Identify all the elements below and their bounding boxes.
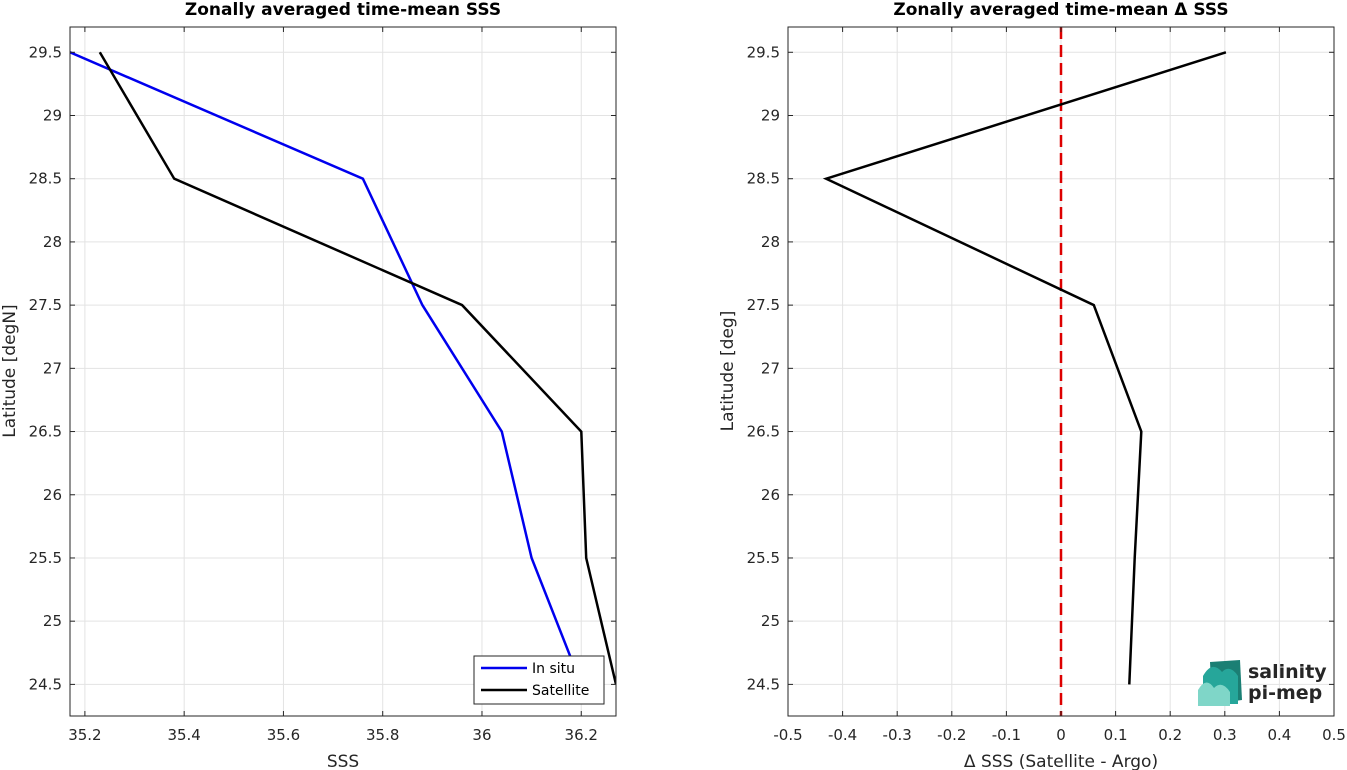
left-y-tick-label: 25.5 (29, 549, 62, 567)
right-y-axis-label: Latitude [deg] (718, 311, 738, 432)
left-y-tick-label: 28 (43, 233, 62, 251)
left-x-tick-label: 35.6 (267, 726, 300, 744)
left-y-tick-label: 24.5 (29, 675, 62, 693)
left-series-line-satellite (98, 51, 616, 685)
right-y-tick-label: 27 (761, 359, 780, 377)
left-x-tick-label: 36 (472, 726, 491, 744)
right-x-tick-label: -0.4 (828, 726, 857, 744)
left-y-tick-label: 26.5 (29, 423, 62, 441)
logo-text-salinity: salinity (1248, 661, 1327, 683)
right-x-tick-label: 0 (1056, 726, 1066, 744)
left-y-tick-label: 28.5 (29, 170, 62, 188)
left-y-tick-label: 29 (43, 106, 62, 124)
left-y-tick-label: 27 (43, 359, 62, 377)
right-y-tick-label: 25 (761, 612, 780, 630)
right-x-axis-label: Δ SSS (Satellite - Argo) (964, 752, 1158, 770)
left-y-axis-label: Latitude [degN] (0, 304, 20, 437)
right-x-tick-label: 0.1 (1104, 726, 1128, 744)
right-series-layer (822, 51, 1227, 685)
legend: In situ Satellite (473, 655, 605, 705)
logo-text-pi-mep: pi-mep (1248, 682, 1322, 704)
left-axes-frame (69, 26, 617, 717)
left-chart-title: Zonally averaged time-mean SSS (185, 0, 501, 20)
right-ticks: -0.5 -0.4 -0.3 -0.2 -0.1 0 0.1 0.2 0.3 0.4 0.5 24.5… (747, 27, 1346, 744)
left-grid (70, 27, 616, 716)
right-chart-panel: -0.5 -0.4 -0.3 -0.2 -0.1 0 0.1 0.2 0.3 0.4 0.5 24.5… (718, 0, 1346, 770)
right-chart-title: Zonally averaged time-mean Δ SSS (893, 0, 1228, 20)
right-y-tick-label: 28 (761, 233, 780, 251)
legend-label-in-situ: In situ (532, 661, 575, 677)
left-y-tick-label: 29.5 (29, 43, 62, 61)
logo-wave-icon (1198, 660, 1242, 706)
right-series-line-delta (822, 51, 1227, 685)
left-y-tick-label: 25 (43, 612, 62, 630)
left-series-layer (70, 51, 616, 685)
legend-box (473, 655, 605, 705)
salinity-pi-mep-logo: salinity pi-mep (1198, 660, 1327, 706)
left-ticks: 35.2 35.4 35.6 35.8 36 36.2 24.5 25 25.5 26 26.5 27… (29, 27, 616, 744)
left-x-axis-label: SSS (327, 752, 359, 770)
right-x-tick-label: -0.5 (773, 726, 802, 744)
right-x-tick-label: 0.3 (1213, 726, 1237, 744)
right-x-tick-label: -0.1 (992, 726, 1021, 744)
right-x-tick-label: -0.3 (883, 726, 912, 744)
left-chart-panel: 35.2 35.4 35.6 35.8 36 36.2 24.5 25 25.5 26 26.5 27… (0, 0, 617, 770)
legend-label-satellite: Satellite (532, 683, 589, 699)
left-x-tick-label: 35.4 (167, 726, 200, 744)
right-x-tick-label: 0.2 (1158, 726, 1182, 744)
right-y-tick-label: 26 (761, 486, 780, 504)
left-x-tick-label: 35.2 (68, 726, 101, 744)
right-y-tick-label: 25.5 (747, 549, 780, 567)
right-y-tick-label: 29 (761, 106, 780, 124)
right-y-tick-label: 27.5 (747, 296, 780, 314)
left-x-tick-label: 35.8 (366, 726, 399, 744)
right-y-tick-label: 24.5 (747, 675, 780, 693)
left-plot-area (70, 27, 616, 716)
logo-wave-front (1198, 682, 1230, 706)
right-x-tick-label: 0.5 (1322, 726, 1346, 744)
right-x-tick-label: -0.2 (937, 726, 966, 744)
left-x-tick-label: 36.2 (565, 726, 598, 744)
right-x-tick-label: 0.4 (1267, 726, 1291, 744)
left-y-tick-label: 27.5 (29, 296, 62, 314)
right-y-tick-label: 29.5 (747, 43, 780, 61)
left-y-tick-label: 26 (43, 486, 62, 504)
left-series-line-in-situ (70, 51, 583, 685)
right-y-tick-label: 26.5 (747, 423, 780, 441)
right-y-tick-label: 28.5 (747, 170, 780, 188)
